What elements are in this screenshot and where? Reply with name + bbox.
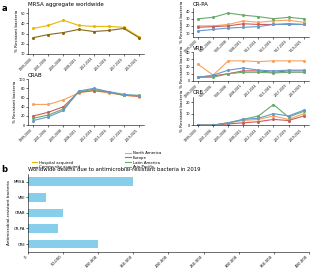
Text: CRAB: CRAB [28, 73, 43, 78]
Text: b: b [2, 165, 7, 174]
Text: MRSA aggregate worldwide: MRSA aggregate worldwide [28, 2, 104, 7]
Y-axis label: % Resistant bacteria: % Resistant bacteria [13, 81, 17, 123]
Bar [28, 240, 98, 248]
Bar [28, 209, 63, 217]
Y-axis label: Antimicrobial-resistant bacteria: Antimicrobial-resistant bacteria [7, 181, 11, 245]
Y-axis label: % Resistant bacteria: % Resistant bacteria [15, 10, 19, 52]
Y-axis label: % Resistant bacteria: % Resistant bacteria [180, 46, 184, 88]
Y-axis label: % Resistant bacteria: % Resistant bacteria [180, 1, 184, 43]
Bar [28, 224, 57, 233]
Bar [28, 177, 134, 186]
Legend: North America, Europe, Latin America, Asia-Pacific: North America, Europe, Latin America, As… [124, 150, 163, 171]
Text: CR-PA: CR-PA [193, 2, 209, 7]
Text: Worldwide deaths due to antimicrobial-resistant bacteria in 2019: Worldwide deaths due to antimicrobial-re… [28, 167, 201, 172]
Bar [28, 193, 46, 202]
Text: CRE: CRE [193, 91, 204, 95]
Y-axis label: % Resistant bacteria: % Resistant bacteria [180, 90, 184, 132]
Text: VRE: VRE [193, 46, 204, 51]
Text: a: a [2, 4, 7, 13]
Legend: Hospital acquired, Community acquired: Hospital acquired, Community acquired [30, 159, 82, 171]
